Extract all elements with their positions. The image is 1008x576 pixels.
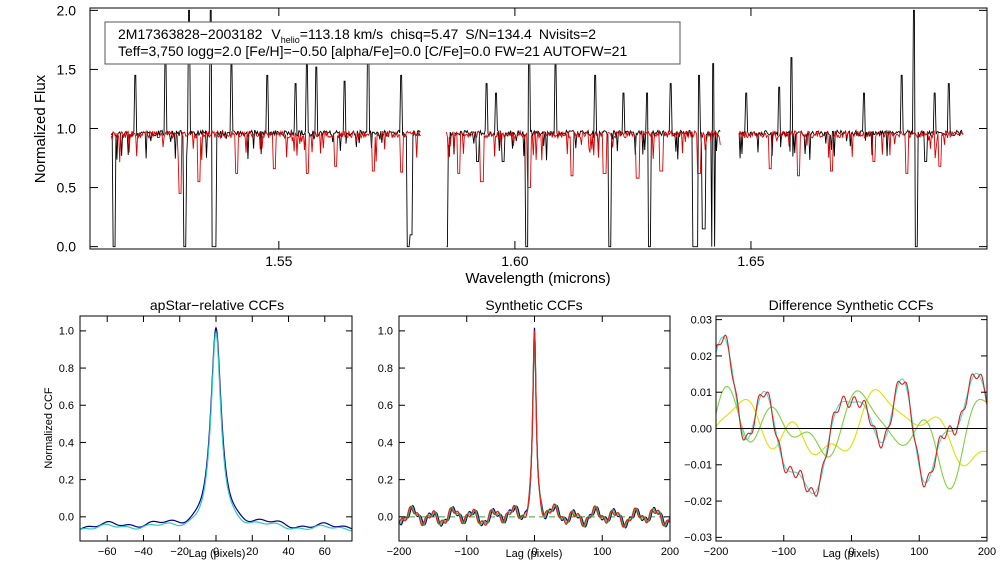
- difference-ccf-ticks-group: −200 −100 0 100 200 −0.03 −0.02 −0.01 0.00 0.01 0.…: [684, 314, 996, 558]
- apstar-ccf-series-group: [79, 326, 353, 532]
- synthetic-ccf-x-tick-label: −100: [454, 546, 479, 558]
- difference-ccf-x-tick-label: −100: [771, 546, 796, 558]
- synthetic-ccf-panel: Synthetic CCFs −200 −100 0 100 200 0.0 0.2 0.4 0…: [378, 297, 679, 560]
- apstar-ccf-x-tick-label: 60: [319, 546, 331, 558]
- apstar-ccf-y-tick-label: 0.4: [59, 437, 74, 449]
- info-line-2: Teff=3,750 logg=2.0 [Fe/H]=−0.50 [alpha/…: [118, 43, 627, 59]
- synthetic-ccf-y-tick-label: 0.0: [378, 512, 393, 524]
- apstar-ccf-line-ccf-2: [79, 330, 352, 532]
- apstar-ccf-y-tick-label: 0.2: [59, 474, 74, 486]
- apstar-ccf-x-axis-label: Lag (pixels): [189, 548, 246, 560]
- difference-ccf-y-tick-label: 0.03: [691, 314, 712, 326]
- apstar-ccf-x-tick-label: −40: [134, 546, 153, 558]
- vhelio-prefix: V: [271, 26, 281, 42]
- difference-ccf-y-tick-label: −0.03: [684, 532, 712, 544]
- apstar-ccf-ticks-group: −60 −40 −20 0 20 40 60 0.0 0.2 0.4 0.6 0.8 1.0: [59, 316, 352, 558]
- apstar-ccf-panel: apStar−relative CCFs −60 −40 −20 0 20 40 60 0.0…: [43, 297, 353, 560]
- snr-value: S/N=134.4: [465, 26, 532, 42]
- synthetic-ccf-x-tick-label: 200: [661, 546, 679, 558]
- difference-ccf-panel: Difference Synthetic CCFs −200 −100 0 100 20…: [684, 297, 996, 560]
- spectrum-y-tick-label: 2.0: [57, 2, 77, 18]
- apstar-ccf-y-tick-label: 0.0: [59, 512, 74, 524]
- spectrum-x-tick-label: 1.55: [265, 253, 292, 269]
- synthetic-ccf-y-tick-label: 1.0: [378, 326, 393, 338]
- difference-ccf-x-tick-label: 0: [848, 546, 854, 558]
- apstar-ccf-title: apStar−relative CCFs: [150, 297, 284, 313]
- nvisits-value: Nvisits=2: [539, 26, 596, 42]
- spectrum-y-tick-label: 0.5: [57, 179, 77, 195]
- spectrum-y-tick-label: 0.0: [57, 239, 77, 255]
- difference-ccf-y-tick-label: 0.01: [691, 387, 712, 399]
- spectrum-x-tick-label: 1.60: [501, 253, 528, 269]
- apstar-ccf-x-tick-label: 20: [246, 546, 258, 558]
- spectrum-x-axis-label: Wavelength (microns): [465, 270, 610, 287]
- star-id: 2M17363828−2003182: [118, 26, 263, 42]
- spectrum-line-model: [110, 129, 964, 194]
- spectrum-y-axis-label: Normalized Flux: [32, 74, 49, 183]
- spectrum-ticks-group: 1.55 1.60 1.65 0.0 0.5 1.0 1.5 2.0: [57, 2, 987, 269]
- difference-ccf-x-axis-label: Lag (pixels): [823, 548, 880, 560]
- difference-ccf-x-tick-label: 100: [910, 546, 928, 558]
- synthetic-ccf-y-tick-label: 0.8: [378, 363, 393, 375]
- spectrum-panel: 1.55 1.60 1.65 0.0 0.5 1.0 1.5 2.0 2M17363828−2…: [32, 2, 988, 287]
- difference-ccf-y-tick-label: −0.02: [684, 496, 712, 508]
- apstar-ccf-line-ccf-1: [79, 326, 353, 530]
- apstar-ccf-y-tick-label: 0.6: [59, 400, 74, 412]
- synthetic-ccf-y-tick-label: 0.6: [378, 400, 393, 412]
- synthetic-ccf-y-tick-label: 0.4: [378, 437, 393, 449]
- vhelio-subscript: helio: [281, 35, 300, 45]
- difference-ccf-y-tick-label: 0.00: [691, 423, 712, 435]
- synthetic-ccf-y-tick-label: 0.2: [378, 474, 393, 486]
- difference-ccf-series-group: [716, 334, 987, 497]
- apstar-ccf-y-axis-label: Normalized CCF: [43, 387, 55, 469]
- chisq-value: chisq=5.47: [390, 26, 458, 42]
- difference-ccf-title: Difference Synthetic CCFs: [769, 297, 934, 313]
- apstar-ccf-y-tick-label: 1.0: [59, 326, 74, 338]
- synthetic-ccf-x-axis-label: Lag (pixels): [506, 548, 563, 560]
- spectrum-y-tick-label: 1.5: [57, 61, 77, 77]
- difference-ccf-x-tick-label: 200: [978, 546, 996, 558]
- apstar-ccf-y-tick-label: 0.8: [59, 363, 74, 375]
- synthetic-ccf-x-tick-label: 0: [531, 546, 537, 558]
- spectrum-info-box: [104, 21, 681, 65]
- synthetic-ccf-ticks-group: −200 −100 0 100 200 0.0 0.2 0.4 0.6 0.8 1.0: [378, 316, 679, 558]
- synthetic-ccf-title: Synthetic CCFs: [485, 297, 582, 313]
- apstar-ccf-x-tick-label: −60: [98, 546, 117, 558]
- spectrum-x-tick-label: 1.65: [737, 253, 764, 269]
- info-line-1: 2M17363828−2003182 Vhelio=113.18 km/s chis…: [118, 26, 596, 45]
- difference-ccf-line-diff-green: [716, 385, 987, 490]
- vhelio-value: =113.18 km/s: [300, 26, 383, 42]
- synthetic-ccf-x-tick-label: 100: [593, 546, 611, 558]
- synthetic-ccf-series-group: [398, 327, 671, 529]
- difference-ccf-y-tick-label: 0.02: [691, 351, 712, 363]
- apstar-ccf-x-tick-label: 0: [213, 546, 219, 558]
- difference-ccf-y-tick-label: −0.01: [684, 460, 712, 472]
- spectrum-y-tick-label: 1.0: [57, 120, 77, 136]
- synthetic-ccf-line-ccf-c: [398, 330, 671, 528]
- apstar-ccf-x-tick-label: 40: [282, 546, 294, 558]
- apstar-ccf-x-tick-label: −20: [170, 546, 189, 558]
- difference-ccf-line-diff-red: [716, 334, 987, 497]
- difference-ccf-x-tick-label: −200: [704, 546, 729, 558]
- synthetic-ccf-x-tick-label: −200: [387, 546, 412, 558]
